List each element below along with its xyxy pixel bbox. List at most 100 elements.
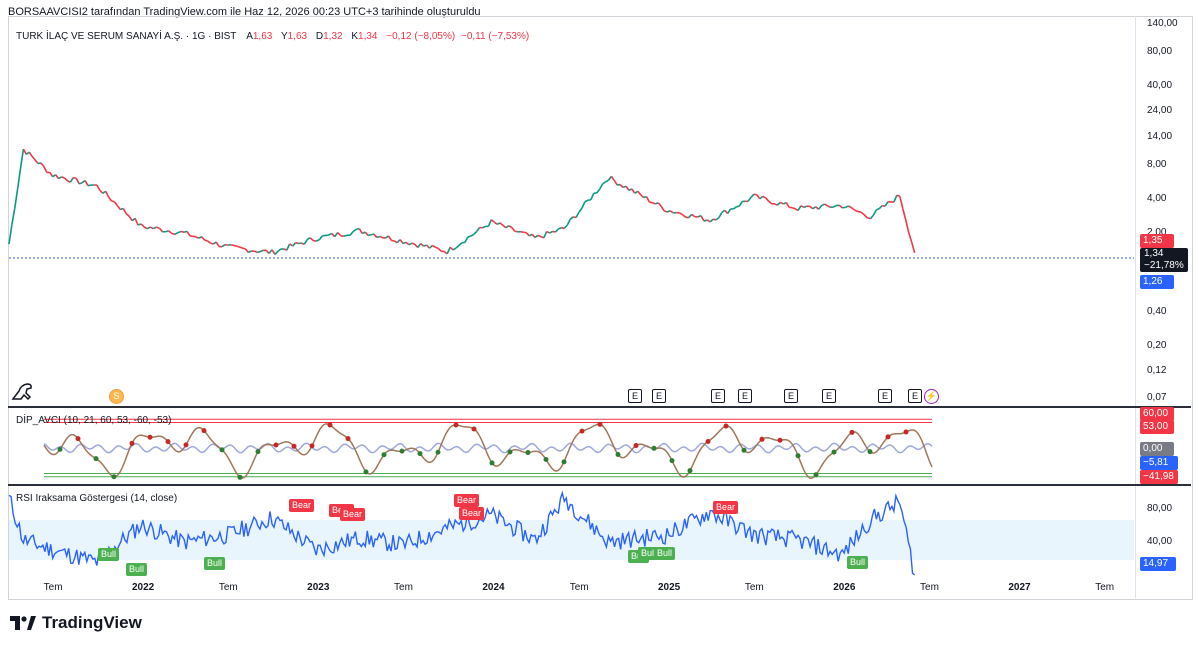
- time-axis-label: Tem: [218, 582, 238, 593]
- dip-avci-dot: [903, 429, 909, 435]
- price-point: [402, 240, 404, 242]
- symbol-name[interactable]: TURK İLAÇ VE SERUM SANAYİ A.Ş. · 1G · BI…: [16, 31, 237, 42]
- time-axis-label: Tem: [920, 582, 939, 593]
- rsi-bull-signal: Bull: [98, 548, 120, 561]
- split-event-icon[interactable]: S: [109, 389, 124, 404]
- price-candle-segment: [625, 185, 630, 191]
- price-candle-segment: [470, 233, 475, 237]
- pane-divider-2[interactable]: [8, 484, 1191, 486]
- price-candle-segment: [827, 205, 831, 208]
- earnings-event-icon[interactable]: E: [711, 389, 725, 403]
- price-candle-segment: [104, 190, 110, 198]
- dip-avci-title[interactable]: DİP_AVCI (10, 21, 60, 53, -60, -53): [16, 415, 172, 426]
- price-candle-segment: [575, 211, 580, 218]
- price-candle-segment: [113, 201, 119, 207]
- dip-tag-low: −41,98: [1140, 470, 1178, 484]
- price-candle-segment: [860, 211, 865, 216]
- dip-avci-dot: [849, 429, 855, 435]
- price-candle-segment: [558, 226, 562, 230]
- price-candle-segment: [663, 210, 668, 213]
- dip-avci-dot: [489, 460, 495, 466]
- price-point: [446, 251, 448, 253]
- price-candle-segment: [809, 205, 814, 210]
- price-candle-segment: [399, 239, 404, 245]
- time-axis-label: Tem: [394, 582, 413, 593]
- dip-avci-dot: [111, 474, 117, 480]
- time-axis-label: Tem: [569, 582, 589, 593]
- price-candle-segment: [31, 155, 36, 161]
- price-candle-segment: [520, 230, 524, 234]
- price-candle-segment: [747, 196, 752, 202]
- price-candle-segment: [286, 243, 291, 251]
- price-candle-segment: [660, 205, 665, 212]
- price-candle-segment: [352, 228, 357, 233]
- price-tag-last-value: 1,34: [1144, 248, 1164, 259]
- price-point: [709, 219, 711, 221]
- rsi-tick-40: 40,00: [1147, 536, 1173, 547]
- price-candle-segment: [785, 202, 790, 208]
- price-candle-segment: [449, 246, 454, 251]
- dip-avci-dot: [759, 436, 765, 442]
- price-point: [899, 195, 901, 197]
- symbol-legend: TURK İLAÇ VE SERUM SANAYİ A.Ş. · 1G · BI…: [16, 31, 532, 42]
- price-candle-segment: [408, 242, 413, 246]
- dip-avci-dot: [705, 438, 711, 444]
- price-candle-segment: [818, 205, 823, 210]
- price-candle-segment: [306, 237, 311, 241]
- price-candle-segment: [473, 231, 478, 236]
- open-value: 1,63: [252, 31, 273, 42]
- pane-divider-1[interactable]: [8, 406, 1191, 408]
- dip-avci-dot: [561, 459, 567, 465]
- price-point: [534, 237, 536, 239]
- price-candle-segment: [315, 239, 320, 242]
- price-point: [8, 243, 10, 245]
- price-candle-segment: [649, 201, 653, 204]
- price-candle-segment: [168, 230, 173, 235]
- price-candle-segment: [821, 203, 825, 207]
- chart-attribution: BORSAAVCISI2 tarafından TradingView.com …: [8, 6, 481, 18]
- rsi-bull-signal: Bull: [126, 563, 148, 576]
- price-candle-segment: [552, 230, 556, 233]
- price-candle-segment: [146, 226, 151, 230]
- price-candle-segment: [598, 183, 604, 190]
- price-candle-segment: [907, 232, 913, 243]
- earnings-event-icon[interactable]: E: [784, 389, 798, 403]
- price-candle-segment: [706, 219, 711, 223]
- price-candle-segment: [602, 181, 606, 185]
- earnings-event-icon[interactable]: E: [908, 389, 922, 403]
- price-candle-segment: [423, 244, 427, 247]
- price-candle-segment: [467, 235, 472, 238]
- price-candle-segment: [201, 236, 206, 241]
- earnings-event-icon[interactable]: E: [822, 389, 836, 403]
- time-axis-label: 2026: [833, 582, 856, 593]
- price-candle-segment: [876, 207, 880, 211]
- tradingview-logo[interactable]: TradingView: [10, 613, 142, 633]
- earnings-event-icon[interactable]: E: [628, 389, 642, 403]
- earnings-event-icon[interactable]: E: [878, 389, 892, 403]
- earnings-event-icon[interactable]: E: [652, 389, 666, 403]
- price-candle-segment: [309, 237, 314, 242]
- price-candle-segment: [122, 208, 127, 215]
- earnings-event-icon[interactable]: E: [738, 389, 752, 403]
- price-candle-segment: [128, 215, 133, 222]
- price-candle-segment: [622, 185, 627, 189]
- price-candle-segment: [514, 230, 518, 233]
- price-candle-segment: [797, 205, 802, 211]
- price-candle-segment: [349, 230, 354, 236]
- rsi-title[interactable]: RSI Iraksama Göstergesi (14, close): [16, 493, 178, 504]
- price-candle-segment: [838, 204, 843, 209]
- price-candle-segment: [356, 227, 360, 231]
- price-candle-segment: [221, 244, 226, 248]
- dip-avci-dot: [471, 426, 477, 432]
- price-candle-segment: [358, 228, 363, 234]
- time-axis-label: 2024: [482, 582, 505, 593]
- dip-avci-dot: [543, 456, 549, 462]
- price-candle-segment: [782, 201, 787, 205]
- price-candle-segment: [634, 190, 639, 194]
- dip-avci-dot: [399, 448, 405, 454]
- dip-avci-dot: [147, 434, 153, 440]
- lightning-icon[interactable]: ⚡: [924, 389, 939, 404]
- price-candle-segment: [596, 188, 601, 194]
- price-candle-segment: [233, 244, 237, 247]
